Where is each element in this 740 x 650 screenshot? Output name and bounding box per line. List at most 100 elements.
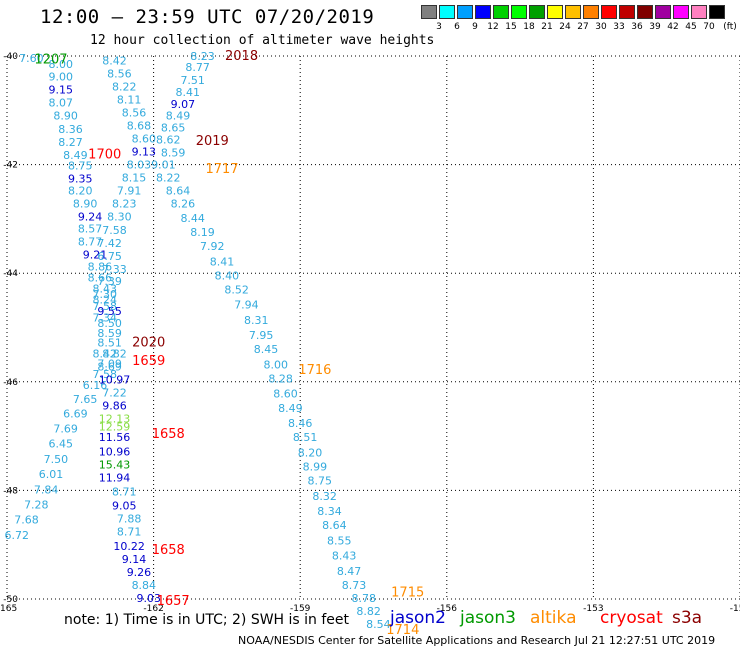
wave-height-value: 8.41 [210, 255, 235, 268]
wave-height-value: 12.59 [99, 420, 131, 433]
wave-height-value: 8.56 [122, 106, 147, 119]
wave-height-value: 11.94 [99, 471, 131, 484]
color-scale-tick: 18 [523, 22, 535, 32]
x-tick-label: -159 [290, 604, 311, 614]
wave-height-value: 6.01 [39, 468, 64, 481]
wave-height-value: 8.73 [342, 579, 367, 592]
pass-time-label: 2018 [225, 49, 258, 64]
wave-height-value: 8.82 [102, 348, 127, 361]
wave-height-value: 7.60 [19, 52, 44, 65]
wave-height-value: 10.22 [113, 540, 145, 553]
wave-height-value: 7.22 [102, 387, 127, 400]
wave-height-value: 8.54 [366, 618, 391, 631]
wave-height-value: 8.23 [112, 198, 137, 211]
wave-height-value: 8.52 [224, 283, 249, 296]
wave-height-value: 8.24 [92, 293, 117, 306]
wave-height-value: 8.90 [53, 110, 78, 123]
wave-height-value: 7.65 [73, 393, 98, 406]
wave-height-value: 7.84 [34, 483, 59, 496]
color-scale-tick: 9 [472, 22, 478, 32]
color-scale-tick: 27 [577, 22, 589, 32]
page-subtitle: 12 hour collection of altimeter wave hei… [90, 33, 435, 48]
wave-height-value: 8.23 [190, 50, 215, 63]
pass-time-label: 1715 [391, 585, 424, 600]
color-scale-tick: 3 [436, 22, 442, 32]
wave-height-value: 7.34 [92, 312, 117, 325]
wave-height-value: 8.59 [161, 147, 186, 160]
wave-height-value: 9.24 [78, 211, 103, 224]
color-swatch [619, 5, 635, 19]
wave-height-value: 8.00 [264, 358, 289, 371]
wave-height-value: 8.20 [68, 185, 93, 198]
wave-height-value: 8.00 [49, 58, 74, 71]
wave-height-value: 7.30 [92, 288, 117, 301]
wave-height-value: 10.96 [99, 445, 131, 458]
color-swatch [529, 5, 545, 19]
color-swatch [511, 5, 527, 19]
wave-height-value: 8.43 [92, 282, 117, 295]
color-swatch [493, 5, 509, 19]
wave-height-value: 8.71 [112, 485, 137, 498]
wave-height-value: 7.92 [200, 240, 225, 253]
page-title: 12:00 – 23:59 UTC 07/20/2019 [40, 6, 375, 28]
wave-height-value: 7.58 [92, 368, 117, 381]
wave-height-value: 8.71 [117, 526, 142, 539]
wave-height-value: 8.15 [122, 172, 147, 185]
wave-height-value: 8.07 [49, 97, 74, 110]
wave-height-value: 8.55 [327, 534, 352, 547]
color-swatch [421, 5, 437, 19]
wave-height-value: 8.43 [332, 550, 357, 563]
wave-height-value: 6.69 [63, 407, 88, 420]
wave-height-value: 8.62 [156, 134, 181, 147]
wave-height-value: 8.51 [293, 431, 318, 444]
wave-height-value: 7.58 [102, 224, 127, 237]
color-swatch [457, 5, 473, 19]
wave-height-value: 8.64 [166, 185, 191, 198]
wave-height-value: 7.28 [24, 499, 49, 512]
pass-time-label: 1207 [34, 53, 67, 68]
satellite-legend-item: jason2 [390, 608, 446, 628]
wave-height-value: 8.51 [97, 337, 122, 350]
wave-height-value: 7.09 [97, 357, 122, 370]
wave-height-value: 9.35 [68, 173, 93, 186]
wave-height-value: 9.86 [102, 400, 127, 413]
pass-time-label: 1659 [132, 354, 165, 369]
wave-height-value: 8.59 [97, 327, 122, 340]
satellite-legend-item: altika [530, 608, 577, 628]
wave-height-value: 8.40 [215, 269, 240, 282]
wave-height-value: 8.75 [68, 160, 93, 173]
y-tick-label: -44 [3, 269, 18, 279]
wave-height-value: 7.33 [102, 263, 127, 276]
wave-height-value: 9.01 [151, 159, 176, 172]
pass-time-label: 1717 [205, 162, 238, 177]
wave-height-value: 8.30 [107, 211, 132, 224]
wave-height-value: 9.14 [122, 553, 147, 566]
pass-time-label: 1716 [298, 363, 331, 378]
color-scale-tick: 70 [703, 22, 715, 32]
wave-height-value: 8.44 [180, 212, 205, 225]
wave-height-value: 8.46 [288, 417, 313, 430]
wave-height-value: 8.86 [88, 261, 113, 274]
wave-height-value: 8.19 [190, 226, 215, 239]
wave-height-value: 8.66 [88, 272, 113, 285]
wave-height-value: 8.34 [317, 505, 342, 518]
color-swatch [439, 5, 455, 19]
y-tick-label: -46 [3, 378, 18, 388]
wave-height-value: 8.90 [73, 198, 98, 211]
wave-height-value: 8.64 [322, 519, 347, 532]
color-scale-tick: 42 [667, 22, 679, 32]
wave-height-value: 8.65 [161, 122, 186, 135]
wave-height-value: 8.45 [254, 343, 279, 356]
wave-height-value: 8.47 [337, 565, 362, 578]
color-scale-tick: 12 [487, 22, 499, 32]
wave-height-value: 9.00 [49, 71, 74, 84]
satellite-legend-item: s3a [672, 608, 703, 628]
wave-height-value: 8.77 [185, 61, 210, 74]
color-swatch [709, 5, 725, 19]
wave-height-value: 8.31 [244, 314, 269, 327]
y-tick-label: -40 [3, 52, 18, 62]
wave-height-value: 7.50 [44, 453, 69, 466]
x-tick-label: -162 [143, 604, 163, 614]
wave-height-value: 8.03 [127, 159, 152, 172]
wave-height-value: 7.88 [117, 513, 142, 526]
